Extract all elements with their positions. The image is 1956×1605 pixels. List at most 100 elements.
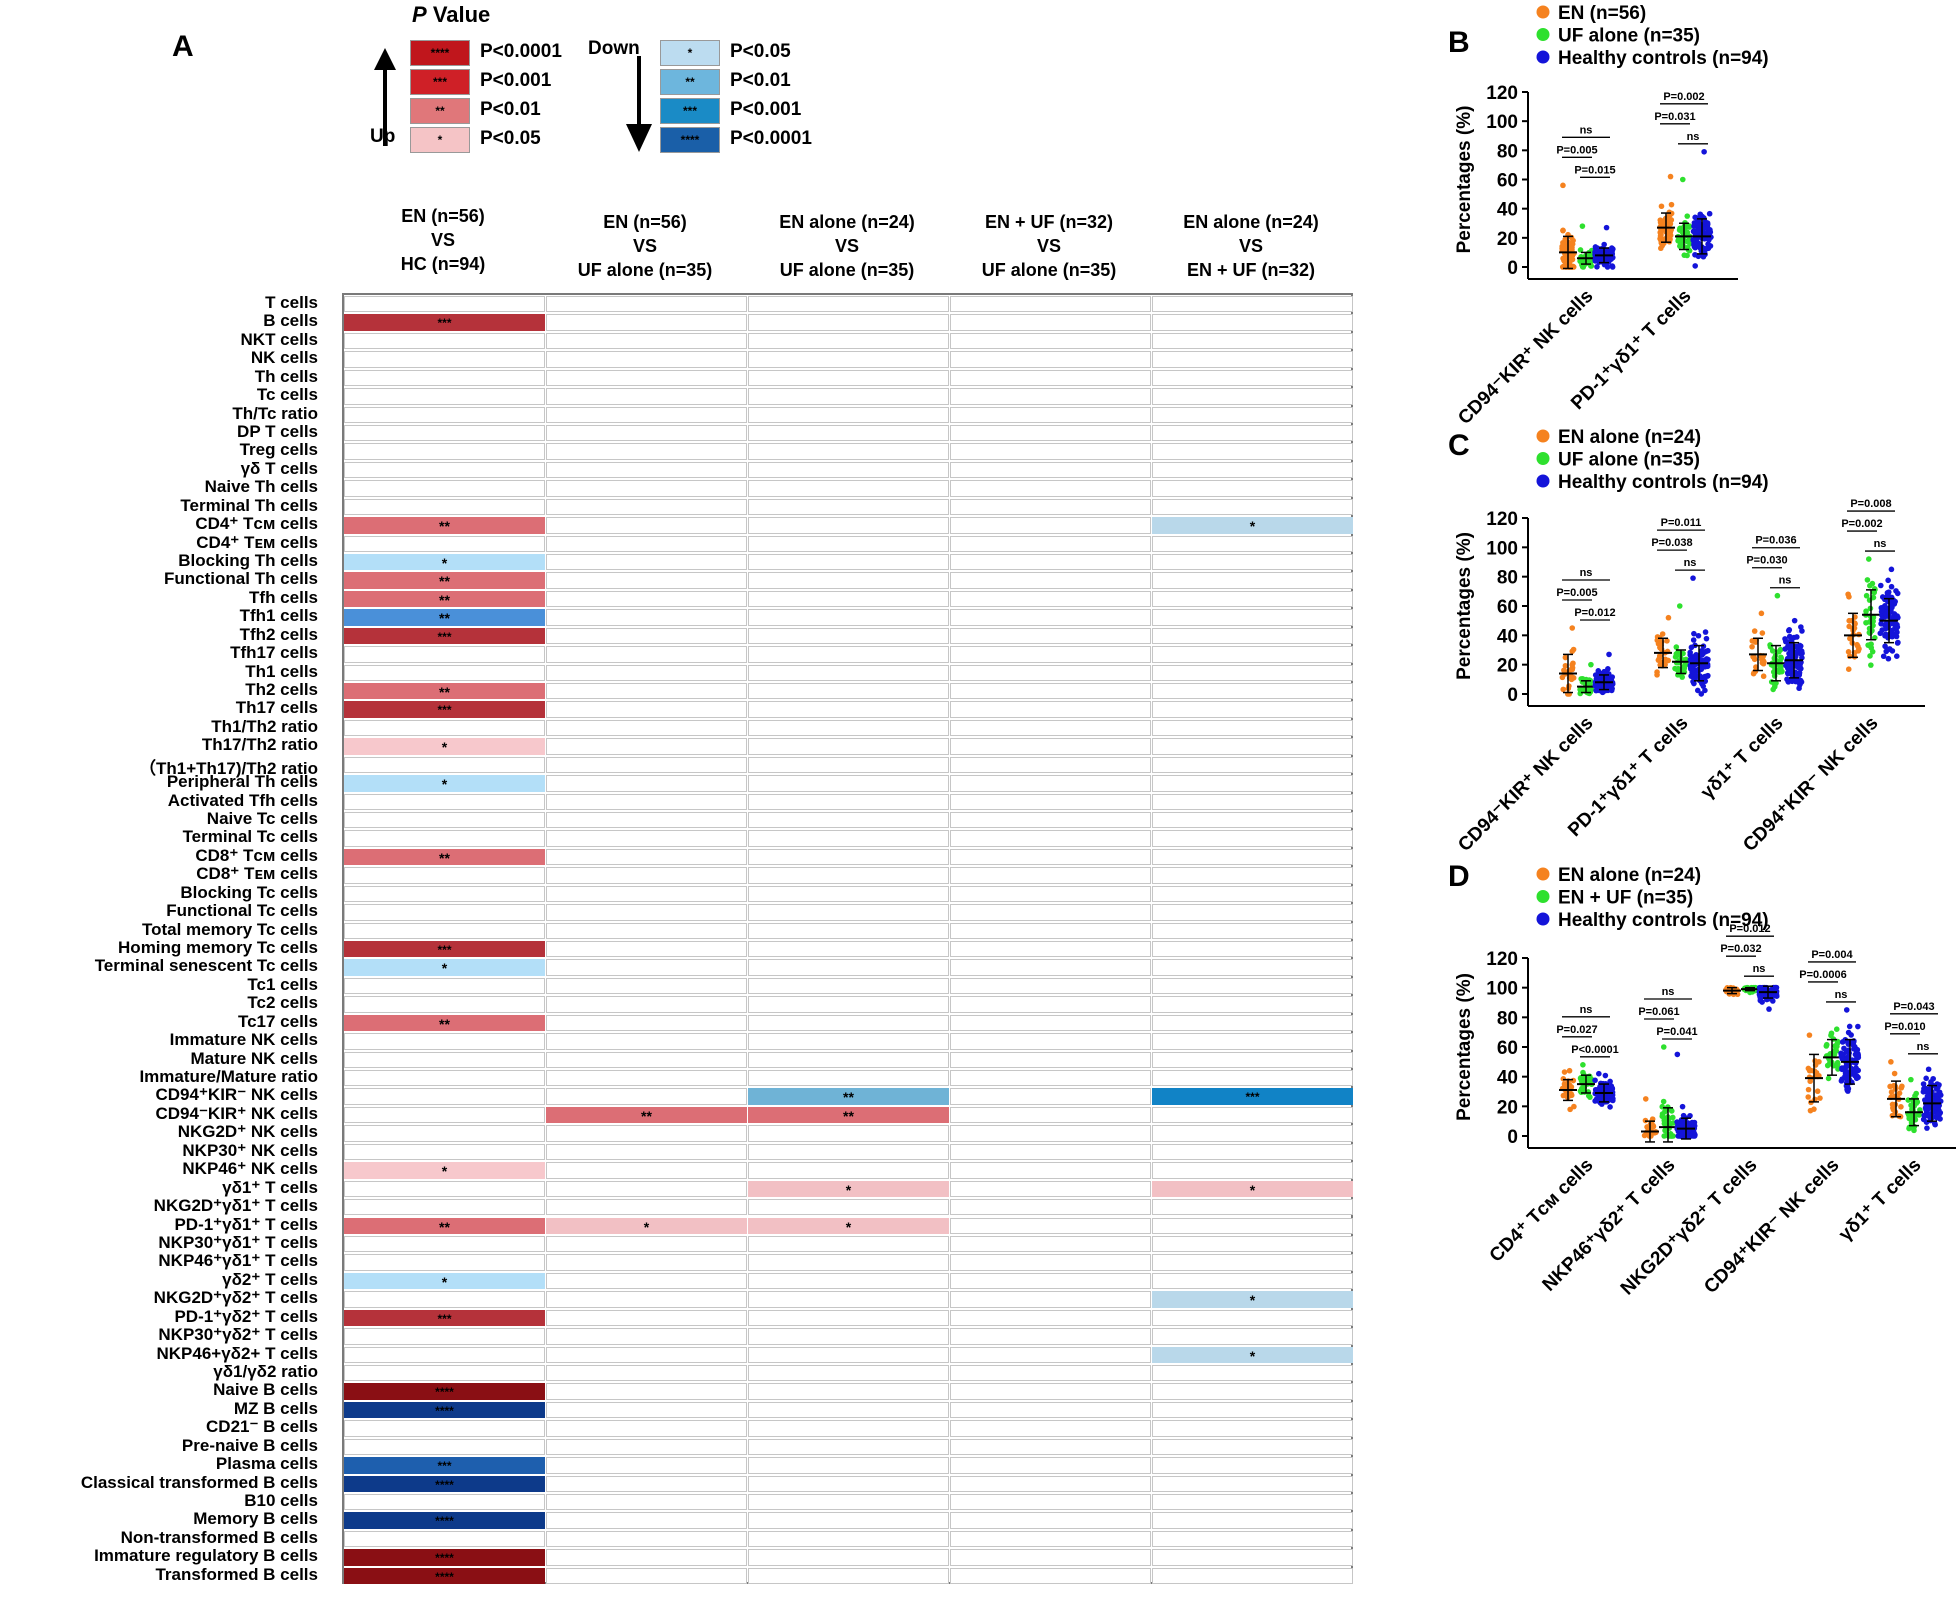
- heatmap-cell: [1152, 1475, 1353, 1492]
- heatmap-cell: [748, 1014, 949, 1032]
- heatmap-cell: [546, 1014, 747, 1032]
- row-label: Non-transformed B cells: [120, 1527, 318, 1547]
- heatmap-cell: [748, 590, 949, 608]
- row-label: CD94⁺KIR⁻ NK cells: [155, 1085, 319, 1105]
- heatmap-cell: [1152, 793, 1353, 811]
- data-point: [1923, 1106, 1929, 1113]
- heatmap-cell: [344, 793, 545, 811]
- data-point: [1580, 1069, 1586, 1076]
- heatmap-cell: [1152, 1051, 1353, 1069]
- heatmap-cell: [950, 1070, 1151, 1087]
- row-label: Treg cells: [239, 440, 318, 460]
- heatmap-cell: [1152, 1364, 1353, 1382]
- row-label: NKT cells: [240, 329, 318, 349]
- heatmap-cell: [950, 1217, 1151, 1234]
- significance-label: P=0.032: [1720, 943, 1761, 955]
- heatmap-cell: [748, 1475, 949, 1492]
- data-point: [1916, 1112, 1923, 1118]
- data-point: [1690, 575, 1696, 581]
- down-arrow-icon: [626, 56, 652, 152]
- row-label: （Th1+Th17)/Th2 ratio: [139, 758, 318, 778]
- heatmap-cell: [344, 1346, 545, 1363]
- row-label: NKG2D⁺ NK cells: [177, 1122, 318, 1142]
- heatmap-cell: [748, 1143, 949, 1161]
- heatmap-cell: [950, 812, 1151, 829]
- heatmap-cell: [748, 406, 949, 423]
- data-point: [1757, 995, 1764, 1002]
- heatmap-cell: [1152, 1457, 1353, 1474]
- significance-label: ns: [1687, 131, 1700, 143]
- heatmap-cell: [748, 848, 949, 866]
- data-point: [1816, 1058, 1822, 1065]
- data-point: [1923, 1075, 1929, 1082]
- heatmap-cell: [748, 1383, 949, 1400]
- heatmap-cell-significant: *: [748, 1217, 949, 1235]
- significance-label: P=0.012: [1729, 923, 1770, 935]
- data-point: [1888, 583, 1895, 590]
- data-point: [1560, 263, 1567, 270]
- heatmap-cell: [1152, 351, 1353, 368]
- heatmap-cell: [546, 941, 747, 958]
- heatmap-cell: [1152, 738, 1353, 755]
- y-axis-label: Percentages (%): [1454, 106, 1475, 254]
- data-point: [1774, 592, 1781, 599]
- row-label: γδ1⁺ T cells: [222, 1177, 318, 1197]
- data-point: [1817, 1095, 1823, 1101]
- y-tick-label: 80: [1497, 141, 1518, 162]
- x-category-label: γδ1⁺ T cells: [1835, 1155, 1926, 1246]
- up-legend-label-3: P<0.01: [480, 99, 541, 120]
- data-point: [1641, 1132, 1648, 1139]
- data-point: [1602, 1072, 1609, 1079]
- data-point: [1566, 1067, 1573, 1074]
- data-point: [1692, 241, 1699, 248]
- significance-label: P=0.038: [1651, 537, 1692, 549]
- row-label: Th17/Th2 ratio: [201, 735, 318, 755]
- data-point: [1924, 1125, 1930, 1131]
- data-point: [1706, 237, 1712, 243]
- heatmap-cell: [1152, 1199, 1353, 1216]
- row-label: Terminal Tc cells: [182, 827, 318, 847]
- heatmap-cell: [950, 683, 1151, 700]
- heatmap-cell: [950, 867, 1151, 884]
- data-point: [1609, 264, 1616, 270]
- data-point: [1855, 1023, 1861, 1030]
- heatmap-cell: [546, 1328, 747, 1345]
- heatmap-cell: [1152, 1235, 1353, 1253]
- data-point: [1669, 1114, 1676, 1121]
- heatmap-cell: [546, 554, 747, 571]
- heatmap-cell: [1152, 1493, 1353, 1511]
- heatmap-cell: [950, 554, 1151, 571]
- row-label: γδ T cells: [240, 458, 318, 478]
- significance-label: P=0.041: [1656, 1026, 1697, 1038]
- heatmap-cell-significant: **: [748, 1088, 949, 1105]
- legend-entry: EN (n=56): [1558, 3, 1646, 24]
- heatmap-cell: [950, 296, 1151, 313]
- data-point: [1867, 582, 1873, 589]
- data-point: [1656, 655, 1663, 662]
- heatmap-cell: [950, 461, 1151, 479]
- data-point: [1779, 668, 1785, 675]
- data-point: [1691, 1133, 1698, 1139]
- heatmap-cell: [950, 904, 1151, 921]
- heatmap-cell: [1152, 1549, 1353, 1566]
- heatmap-cell: [546, 1401, 747, 1419]
- data-point: [1592, 1077, 1598, 1084]
- row-label: NKP30⁺γδ2⁺ T cells: [158, 1325, 318, 1345]
- heatmap-cell: [344, 756, 545, 774]
- data-point: [1702, 687, 1708, 694]
- heatmap-cell: [748, 756, 949, 774]
- heatmap-cell: [748, 1346, 949, 1363]
- row-label: Memory B cells: [193, 1509, 318, 1529]
- data-point: [1697, 211, 1704, 218]
- data-point: [1871, 586, 1878, 592]
- heatmap-cell: [1152, 498, 1353, 516]
- heatmap-cell: [344, 885, 545, 903]
- heatmap-cell: [1152, 1106, 1353, 1124]
- heatmap-cell: [546, 590, 747, 608]
- heatmap-cell: [950, 941, 1151, 958]
- heatmap-cell: [344, 425, 545, 442]
- row-label: Tc cells: [256, 385, 318, 405]
- heatmap-cell: [344, 1438, 545, 1456]
- significance-label: ns: [1684, 557, 1697, 569]
- row-label: B cells: [263, 311, 318, 331]
